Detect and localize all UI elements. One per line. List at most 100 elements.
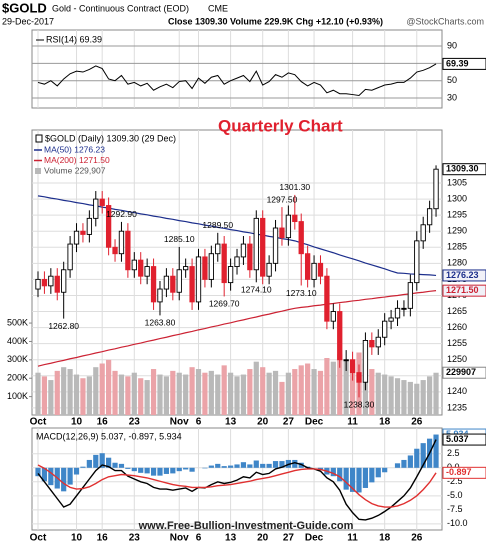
volume-bar [80, 378, 86, 415]
volume-bar [240, 374, 247, 415]
candle-body [433, 168, 439, 210]
candle-body [208, 253, 214, 280]
candle-body [221, 243, 227, 284]
candle-body [48, 275, 54, 287]
macd-histogram-bar [118, 463, 125, 468]
y-tick-label: 1295 [447, 210, 467, 220]
x-tick-label: Oct [30, 417, 47, 428]
candle-body [382, 320, 388, 338]
volume-bar [86, 376, 92, 415]
macd-histogram-bar [240, 462, 247, 468]
candle-body [227, 266, 234, 284]
price-annotation: 1274.10 [241, 285, 272, 295]
volume-bar [414, 383, 420, 415]
macd-histogram-bar [407, 455, 413, 468]
x-tick-label: Dec [305, 417, 324, 428]
candle-body [337, 311, 343, 361]
macd-histogram-bar [189, 467, 195, 472]
volume-bar [433, 372, 439, 415]
macd-histogram-bar [330, 467, 336, 477]
macd-histogram-bar [266, 463, 272, 468]
candle-body [272, 227, 279, 264]
candle-body [80, 230, 86, 235]
y-tick-label: 1255 [447, 338, 467, 348]
volume-bar [195, 369, 202, 415]
volume-bar [73, 374, 80, 415]
volume-bar [285, 372, 291, 415]
macd-histogram-bar [99, 453, 105, 468]
candle-body [375, 336, 381, 348]
overlay-legend: MA(50) 1276.23 [44, 144, 105, 154]
legend-swatch [35, 168, 41, 174]
price-annotation: 1273.10 [286, 288, 317, 298]
macd-last: -0.897 [446, 467, 472, 477]
macd-histogram-bar [369, 467, 375, 483]
rsi-line [37, 63, 437, 96]
macd-histogram-bar [138, 467, 144, 473]
candle-body [163, 275, 170, 290]
price-annotation: 1263.80 [145, 318, 176, 328]
x-tick-label: 13 [225, 533, 237, 544]
volume-bar [305, 363, 311, 415]
macd-histogram-bar [356, 467, 362, 493]
volume-bar [253, 361, 259, 415]
legend-swatch [35, 134, 43, 143]
macd-histogram-bar [337, 467, 343, 482]
candle-body [285, 214, 292, 239]
volume-bar [208, 370, 214, 415]
candle-body [330, 311, 336, 322]
y-tick-label: 1290 [447, 226, 467, 236]
candle-body [356, 372, 362, 383]
y-tick-label: 1265 [447, 306, 467, 316]
candle-body [202, 256, 208, 280]
rsi-last: 69.39 [446, 58, 469, 68]
volume-bar [292, 369, 298, 415]
volume-bar [221, 365, 227, 415]
volume-last-box [442, 366, 486, 379]
candle-body [67, 243, 73, 271]
candle-body [279, 227, 285, 239]
macd-histogram-bar [35, 467, 41, 477]
macd-histogram-bar [414, 448, 420, 468]
candle-body [407, 282, 414, 309]
x-tick-label: 20 [257, 533, 269, 544]
rsi-tick-label: 90 [447, 40, 457, 50]
macd-histogram-bar [73, 467, 80, 475]
volume-bar [112, 370, 118, 415]
macd-histogram-bar [61, 467, 67, 492]
candle-body [420, 224, 426, 242]
candle-body [260, 217, 266, 277]
candle-body [144, 266, 150, 277]
candle-body [414, 240, 420, 284]
macd-histogram-bar [433, 434, 439, 468]
volume-bar [420, 380, 426, 415]
macd-histogram-bar [228, 465, 234, 468]
candle-body [105, 205, 112, 248]
x-tick-label: 27 [283, 533, 295, 544]
x-tick-label: 23 [129, 417, 141, 428]
overlay-last: 1271.50 [446, 285, 479, 295]
candle-body [426, 208, 433, 226]
macd-histogram-bar [247, 464, 253, 468]
candle-body [247, 243, 253, 271]
overlay-last: 1276.23 [446, 270, 479, 280]
macd-histogram-bar [362, 467, 369, 488]
moving-average [37, 195, 437, 277]
macd-histogram-bar [208, 465, 214, 468]
macd-line [37, 439, 437, 521]
candle-body [195, 256, 202, 303]
candle-body [266, 262, 272, 277]
symbol: $GOLD [2, 0, 47, 15]
volume-last: 229907 [446, 367, 476, 377]
moving-average [37, 290, 437, 367]
macd-histogram-bar [317, 467, 324, 470]
x-tick-label: 26 [411, 417, 423, 428]
candle-body [41, 278, 48, 287]
macd-tick-label: -10.0 [447, 518, 468, 528]
macd-legend: MACD(12,26,9) 5.037, -0.897, 5.934 [36, 431, 182, 441]
macd-tick-label: -2.5 [447, 476, 463, 486]
macd-histogram-bar [125, 467, 131, 469]
price-annotation: 1238.30 [344, 400, 375, 410]
overlay-last-box [442, 269, 486, 282]
candle-body [157, 288, 163, 303]
